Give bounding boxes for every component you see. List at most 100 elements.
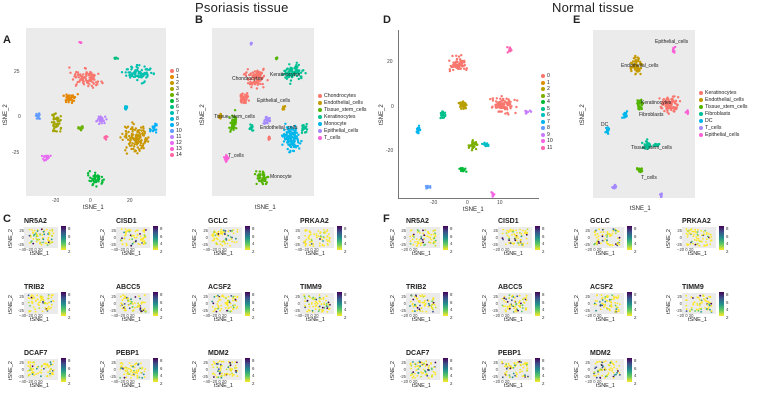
expression-point — [30, 369, 33, 371]
cell-type-point — [251, 71, 254, 74]
cell-type-point — [300, 131, 304, 135]
cell-type-point — [305, 122, 308, 126]
expression-point — [221, 365, 223, 367]
expression-point — [130, 298, 132, 301]
legend-swatch — [170, 153, 174, 157]
expression-point — [526, 242, 529, 245]
legend-label: 4 — [176, 92, 179, 98]
cell-type-point — [298, 147, 301, 150]
cell-type-point — [246, 68, 249, 71]
legend-swatch — [541, 87, 545, 91]
colorbar-tick: 4 — [542, 241, 545, 246]
f-feature-plot: TIMM9 25 0 -25 −20 0 20 tSNE_2 tSNE_1 8 6 4 2 — [666, 284, 732, 323]
colorbar — [535, 358, 540, 382]
feature-xticks: −40−20 0 20 — [19, 378, 43, 384]
gene-title: PEBP1 — [498, 350, 521, 357]
expression-point — [616, 368, 618, 370]
cell-type-point — [264, 179, 267, 183]
expression-point — [415, 238, 418, 240]
colorbar — [153, 358, 158, 382]
panel-a-xtick: 20 — [127, 198, 133, 204]
expression-point — [227, 366, 230, 369]
colorbar-tick: 2 — [160, 248, 163, 254]
expression-point — [135, 236, 138, 239]
legend-item: 6 — [170, 104, 179, 110]
expression-point — [417, 300, 420, 303]
expression-point — [614, 311, 617, 313]
cell-type-point — [262, 68, 265, 72]
legend-label: 4 — [547, 99, 550, 105]
expression-point — [309, 244, 312, 246]
ytick: 0 — [587, 235, 590, 240]
expression-point — [217, 307, 220, 310]
cell-type-point — [635, 60, 638, 63]
legend-swatch — [699, 98, 703, 102]
expression-point — [317, 230, 320, 232]
expression-point — [305, 243, 307, 245]
expression-point — [434, 234, 437, 236]
colorbar-tick: 8 — [450, 358, 453, 363]
expression-point — [510, 299, 513, 302]
cell-type-point — [244, 74, 248, 77]
expression-point — [39, 301, 41, 303]
cluster-point — [124, 129, 128, 133]
cluster-point — [461, 60, 464, 63]
cluster-point — [417, 132, 420, 135]
cluster-point — [97, 72, 100, 75]
expression-point — [222, 360, 225, 363]
cell-type-point — [297, 72, 300, 76]
cell-type-point — [641, 146, 644, 149]
cell-type-point — [284, 71, 287, 74]
expression-point — [231, 368, 234, 370]
expression-point — [232, 306, 235, 309]
colorbar — [443, 358, 448, 382]
expression-point — [27, 360, 30, 363]
expression-point — [124, 228, 127, 230]
ytick: -25 — [399, 242, 406, 247]
expression-point — [326, 307, 329, 310]
ytick: 0 — [403, 367, 406, 372]
cluster-point — [142, 125, 145, 128]
cluster-point — [459, 67, 462, 70]
expression-point — [143, 234, 146, 236]
cell-type-point — [639, 168, 643, 171]
cell-type-point — [288, 151, 291, 154]
expression-point — [221, 244, 224, 247]
expression-point — [426, 235, 429, 238]
cluster-point — [113, 57, 117, 60]
expression-point — [696, 233, 699, 236]
expression-point — [692, 235, 695, 238]
expression-point — [318, 297, 321, 300]
gene-title: CISD1 — [498, 218, 519, 225]
expression-point — [308, 309, 311, 312]
expression-point — [604, 297, 606, 300]
feature-plot-area — [116, 359, 150, 380]
cluster-point — [463, 61, 466, 64]
expression-point — [47, 364, 49, 366]
cell-type-point — [258, 176, 262, 179]
expression-point — [51, 228, 54, 231]
feature-xticks: −40−20 0 20 — [111, 378, 135, 384]
cluster-point — [460, 107, 463, 111]
expression-point — [416, 229, 419, 231]
expression-point — [613, 374, 616, 376]
feature-xlabel: tSNE_1 — [306, 317, 325, 323]
cluster-point — [73, 73, 77, 76]
expression-point — [422, 232, 425, 235]
expression-point — [606, 300, 609, 302]
expression-point — [432, 310, 434, 313]
expression-point — [599, 377, 602, 379]
cluster-point — [152, 72, 155, 75]
expression-point — [303, 304, 306, 307]
expression-point — [610, 301, 612, 303]
expression-point — [140, 302, 143, 305]
colorbar-tick: 4 — [726, 241, 729, 246]
cluster-point — [124, 105, 127, 108]
legend-label: 11 — [176, 134, 182, 140]
expression-point — [137, 363, 140, 365]
expression-point — [304, 300, 306, 303]
cluster-point — [87, 84, 90, 88]
expression-point — [131, 242, 134, 245]
cluster-point — [81, 79, 84, 82]
